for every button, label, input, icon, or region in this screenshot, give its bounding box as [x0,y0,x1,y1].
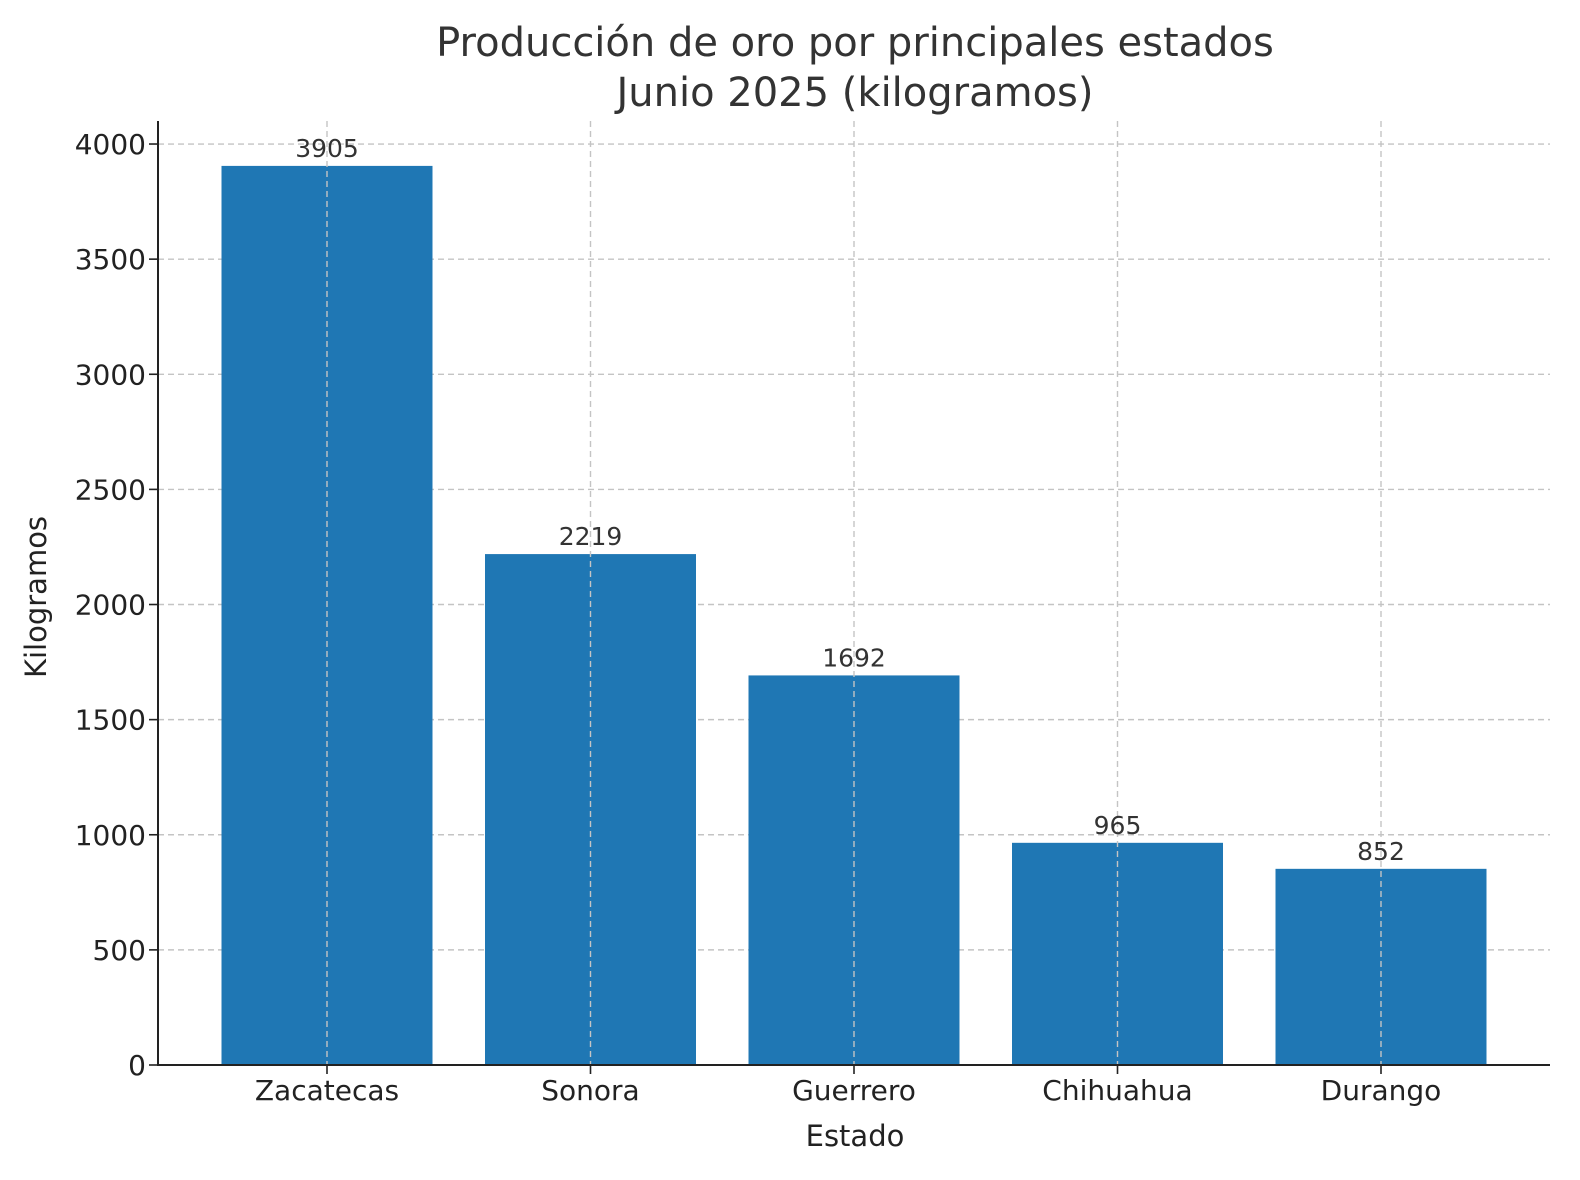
y-tick-label: 500 [93,934,146,967]
bar-sonora [485,554,696,1065]
data-labels: 3905 2219 1692 965 852 [295,134,1405,866]
y-tick-label: 2500 [75,473,146,506]
data-label-sonora: 2219 [559,522,623,551]
x-tick-label-sonora: Sonora [541,1074,639,1107]
data-label-chihuahua: 965 [1094,811,1142,840]
x-axis-label: Estado [806,1119,905,1153]
y-axis-label: Kilogramos [19,516,53,678]
y-tick-label: 2000 [75,589,146,622]
x-tick-label-durango: Durango [1321,1074,1442,1107]
x-tick-label-zacatecas: Zacatecas [255,1074,399,1107]
y-tick-label: 4000 [75,128,146,161]
data-label-durango: 852 [1357,837,1405,866]
chart-title: Producción de oro por principales estado… [436,20,1274,116]
y-axis-ticks: 0 500 1000 1500 2000 2500 3000 3500 4000 [75,128,158,1082]
chart-subtitle: Junio 2025 (kilogramos) [613,70,1093,116]
y-tick-label: 1000 [75,819,146,852]
data-label-zacatecas: 3905 [295,134,359,163]
y-tick-label: 1500 [75,704,146,737]
y-tick-label: 3000 [75,358,146,391]
x-tick-label-guerrero: Guerrero [792,1074,916,1107]
bar-guerrero [748,675,960,1065]
x-grid [326,121,1382,1065]
data-label-guerrero: 1692 [822,643,886,672]
x-tick-label-chihuahua: Chihuahua [1042,1074,1192,1107]
chart-title-line-1: Producción de oro por principales estado… [436,20,1274,66]
x-axis-ticks: Zacatecas Sonora Guerrero Chihuahua Durango [255,1065,1441,1107]
y-tick-label: 0 [128,1049,146,1082]
y-tick-label: 3500 [75,243,146,276]
